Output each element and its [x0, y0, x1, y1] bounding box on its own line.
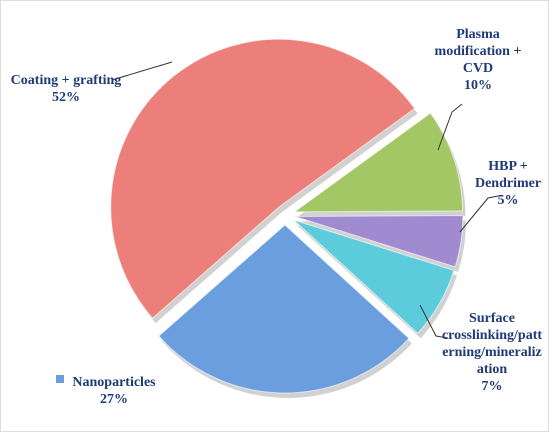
- leader-line: [459, 195, 499, 233]
- pie-slice: [294, 214, 464, 268]
- slice-label: Coating + grafting 52%: [10, 72, 122, 106]
- category-label: Surface crosslinking/patterning/minerali…: [441, 311, 543, 377]
- category-label: HBP + Dendrimer: [474, 159, 542, 191]
- pie-slice: [292, 112, 464, 213]
- value-label: 52%: [52, 90, 80, 105]
- value-label: 7%: [481, 379, 503, 394]
- pie-slice: [158, 224, 410, 394]
- slice-label: Nanoparticles 27%: [66, 374, 162, 408]
- slice-label: Surface crosslinking/patterning/minerali…: [440, 310, 544, 395]
- slice-label: HBP + Dendrimer 5%: [460, 158, 549, 209]
- value-label: 27%: [100, 392, 128, 407]
- legend-key: [56, 375, 64, 383]
- value-label: 5%: [497, 193, 519, 208]
- leader-lines: [111, 61, 499, 339]
- category-label: Nanoparticles: [72, 375, 156, 390]
- leader-line: [437, 103, 463, 151]
- category-label: Plasma modification + CVD: [434, 27, 522, 76]
- pie-slice: [293, 219, 455, 335]
- pie-slice: [110, 38, 416, 319]
- slice-label: Plasma modification + CVD 10%: [424, 26, 532, 94]
- leader-line: [419, 304, 449, 339]
- slices: [110, 38, 466, 398]
- leader-line: [111, 61, 173, 81]
- value-label: 10%: [464, 78, 492, 93]
- category-label: Coating + grafting: [10, 73, 122, 88]
